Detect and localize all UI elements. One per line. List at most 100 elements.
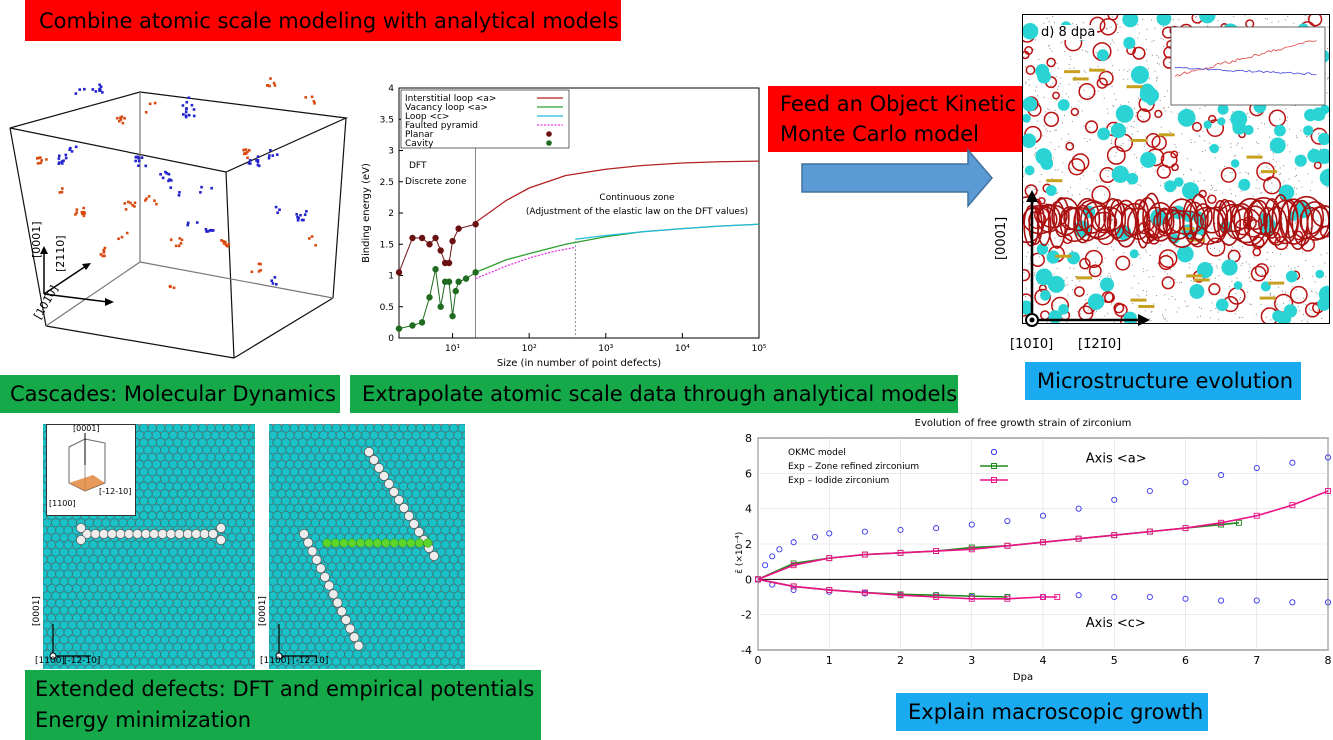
atom <box>164 584 174 593</box>
atom <box>231 467 241 477</box>
atom <box>198 496 207 506</box>
vacancy-dot <box>1208 142 1210 144</box>
atom <box>310 460 320 469</box>
atom <box>198 613 207 623</box>
vacancy-dot <box>1287 144 1289 146</box>
atom <box>298 628 307 637</box>
atom <box>407 628 417 637</box>
atom <box>47 555 56 564</box>
atom <box>449 482 459 491</box>
cavity <box>1096 49 1109 62</box>
atom <box>72 555 81 564</box>
atom <box>219 620 228 630</box>
atom <box>244 635 254 645</box>
vacancy-dot <box>1131 287 1133 289</box>
vacancy-dot <box>1215 265 1217 267</box>
vacancy-dot <box>1266 251 1268 253</box>
extended-defects-line1: Extended defects: DFT and empirical pote… <box>35 677 535 701</box>
atom <box>72 642 81 652</box>
vacancy-dot <box>1298 310 1300 312</box>
vacancy-dot <box>1312 148 1314 150</box>
vacancy-dot <box>1071 242 1073 244</box>
defect-cluster <box>244 148 248 151</box>
atom <box>357 525 366 535</box>
legend-marker <box>546 140 552 146</box>
atom <box>181 467 191 477</box>
atom <box>428 606 438 615</box>
atom <box>449 467 459 477</box>
vacancy-dot <box>1164 318 1166 320</box>
atom <box>449 540 459 550</box>
vacancy-dot <box>1295 193 1297 195</box>
atom <box>215 467 224 477</box>
atom <box>173 657 182 666</box>
atom <box>310 474 320 484</box>
atom <box>194 503 203 513</box>
okmc-panel-label: d) 8 dpa <box>1039 25 1098 40</box>
vacancy-dot <box>1138 32 1140 34</box>
atom <box>236 606 245 615</box>
vacancy-dot <box>1187 305 1189 307</box>
vacancy-dot <box>1038 256 1040 258</box>
atom <box>202 606 212 615</box>
atom <box>403 474 412 484</box>
dislocation-loop <box>1115 255 1131 271</box>
atom <box>252 592 255 600</box>
atom <box>436 562 446 572</box>
vacancy-dot <box>1312 241 1314 243</box>
atom <box>369 518 379 528</box>
vacancy-dot <box>1154 27 1156 29</box>
atom <box>114 569 123 579</box>
defect-cluster <box>274 283 278 286</box>
atom <box>281 584 291 593</box>
vacancy-dot <box>1231 172 1233 174</box>
vacancy-dot <box>1097 90 1099 92</box>
vacancy-dot <box>1266 166 1268 168</box>
atom <box>152 474 161 484</box>
atom <box>403 445 412 455</box>
vacancy-dot <box>1163 318 1165 320</box>
data-point <box>1325 488 1331 494</box>
atom <box>185 503 195 513</box>
atom <box>415 598 425 608</box>
vacancy-dot <box>1093 170 1095 172</box>
vacancy-dot <box>1229 188 1231 190</box>
cube-axis-x: [101̄0] <box>31 283 61 321</box>
atom <box>198 642 207 652</box>
data-point <box>1004 542 1011 549</box>
atom <box>441 438 450 447</box>
atom <box>227 430 237 440</box>
vacancy-dot <box>1107 312 1109 314</box>
atom <box>457 628 465 637</box>
defect-cluster <box>248 148 251 152</box>
defect-cluster <box>250 270 254 274</box>
defect-cluster <box>174 244 178 248</box>
cavity <box>1140 83 1155 98</box>
atom <box>462 664 465 669</box>
atom <box>156 555 165 564</box>
vacancy-dot <box>1057 192 1059 194</box>
atom <box>445 430 454 440</box>
vacancy-dot <box>1063 279 1065 281</box>
atom <box>185 576 195 586</box>
atom <box>206 511 216 520</box>
atom <box>89 613 98 623</box>
atom <box>223 511 233 520</box>
dislocation-loop <box>1161 276 1175 290</box>
vacancy-dot <box>1210 184 1212 186</box>
defect-cluster <box>296 215 299 219</box>
vacancy-dot <box>1228 119 1230 121</box>
vacancy-dot <box>1093 272 1095 274</box>
vacancy-dot <box>1286 116 1288 118</box>
vacancy-dot <box>1065 93 1067 95</box>
defect-cluster <box>35 157 39 160</box>
atom <box>135 635 144 645</box>
atom <box>122 642 132 652</box>
atom <box>281 424 291 433</box>
atom <box>89 584 98 593</box>
vacancy-dot <box>1270 279 1272 281</box>
vacancy-dot <box>1128 69 1130 71</box>
defect-cluster <box>131 203 134 207</box>
atom <box>215 569 224 579</box>
defect-cluster <box>60 160 64 163</box>
